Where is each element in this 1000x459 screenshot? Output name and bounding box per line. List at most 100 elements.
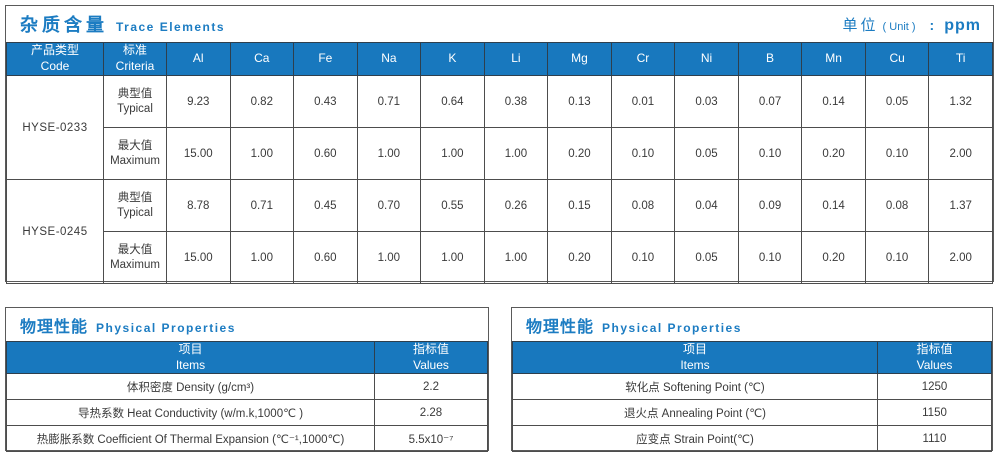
element-value-cell: 0.05 [674, 231, 739, 284]
property-value-cell: 2.2 [374, 373, 488, 401]
col-header-code: 产品类型 Code [6, 42, 104, 76]
element-value-cell: 0.43 [293, 75, 358, 128]
element-value-cell: 0.05 [864, 75, 930, 128]
col-header-values: 指标值 Values [877, 340, 992, 375]
element-column-header: B [737, 42, 803, 76]
element-value-cell: 1.00 [483, 231, 549, 284]
property-value-cell: 1150 [877, 399, 992, 427]
property-row: 导热系数 Heat Conductivity (w/m.k,1000℃ ) 2.… [6, 399, 488, 427]
element-value-cell: 0.10 [864, 231, 930, 284]
criteria-cell-typical: 典型值 Typical [103, 75, 167, 128]
element-value-cell: 0.15 [547, 179, 612, 232]
element-value-cell: 1.00 [229, 127, 295, 180]
property-row: 软化点 Softening Point (℃) 1250 [512, 373, 992, 401]
trace-elements-panel: 杂质含量 Trace Elements 单位 ( Unit ) : ppm 产品… [5, 5, 994, 284]
property-name-cell: 热膨胀系数 Coefficient Of Thermal Expansion (… [6, 425, 375, 453]
element-value-cell: 0.20 [547, 231, 612, 284]
element-value-cell: 0.10 [610, 127, 676, 180]
element-column-header: Mg [547, 42, 612, 76]
col-header-criteria-cn: 标准 [122, 43, 147, 58]
criteria-label-cn: 最大值 [117, 139, 153, 152]
col-header-code-cn: 产品类型 [30, 43, 79, 58]
criteria-cell-typical: 典型值 Typical [103, 179, 167, 232]
element-value-cell: 15.00 [166, 127, 231, 180]
col-header-code-en: Code [40, 59, 70, 73]
element-value-cell: 0.55 [420, 179, 485, 232]
criteria-label-en: Maximum [110, 258, 160, 271]
col-header-items-cn: 项目 [178, 342, 203, 356]
element-column-header: Mn [801, 42, 866, 76]
property-name-cell: 退火点 Annealing Point (℃) [512, 399, 878, 427]
col-header-values-en: Values [413, 357, 449, 372]
col-header-items: 项目 Items [512, 340, 878, 375]
element-column-header: Ca [229, 42, 295, 76]
element-value-cell: 1.00 [483, 127, 549, 180]
physical-properties-panel-left: 物理性能 Physical Properties 项目 Items 指标值 Va… [5, 307, 489, 453]
table-row: 最大值 Maximum 15.00 1.00 0.60 1.00 1.00 1.… [7, 231, 993, 284]
physical-properties-panel-right: 物理性能 Physical Properties 项目 Items 指标值 Va… [511, 307, 993, 453]
criteria-label-en: Maximum [110, 154, 160, 167]
criteria-cell-maximum: 最大值 Maximum [103, 231, 167, 284]
physical-right-table: 项目 Items 指标值 Values 软化点 Softening Point … [512, 340, 992, 453]
element-column-header: Al [166, 42, 231, 76]
element-column-header: Na [356, 42, 422, 76]
element-value-cell: 0.10 [737, 231, 803, 284]
criteria-label-cn: 典型值 [117, 87, 153, 100]
element-value-cell: 0.01 [610, 75, 676, 128]
property-name-cell: 应变点 Strain Point(℃) [512, 425, 878, 453]
element-column-header: Li [483, 42, 549, 76]
physical-left-header: 物理性能 Physical Properties [6, 308, 488, 341]
element-value-cell: 1.32 [928, 75, 993, 128]
element-value-cell: 0.26 [483, 179, 549, 232]
element-value-cell: 0.45 [293, 179, 358, 232]
property-row: 热膨胀系数 Coefficient Of Thermal Expansion (… [6, 425, 488, 453]
property-value-cell: 1110 [877, 425, 992, 453]
element-value-cell: 1.00 [420, 127, 485, 180]
element-value-cell: 0.05 [674, 127, 739, 180]
element-value-cell: 0.13 [547, 75, 612, 128]
element-value-cell: 2.00 [928, 231, 993, 284]
product-code-cell: HYSE-0245 [6, 179, 104, 284]
physical-right-title-en: Physical Properties [602, 320, 742, 335]
element-value-cell: 0.60 [293, 127, 358, 180]
col-header-values-cn: 指标值 [916, 342, 953, 356]
element-value-cell: 0.71 [229, 179, 295, 232]
element-value-cell: 0.14 [801, 75, 866, 128]
col-header-criteria-en: Criteria [115, 59, 155, 73]
element-column-header: Ni [674, 42, 739, 76]
element-value-cell: 0.04 [674, 179, 739, 232]
element-value-cell: 0.07 [737, 75, 803, 128]
property-value-cell: 2.28 [374, 399, 488, 427]
element-value-cell: 0.10 [737, 127, 803, 180]
unit-label-cn: 单位 [842, 16, 879, 34]
criteria-label-cn: 最大值 [117, 243, 153, 256]
trace-header-row: 产品类型 Code 标准 Criteria Al Ca Fe Na K Li M… [6, 42, 993, 76]
col-header-items-en: Items [175, 357, 206, 372]
physical-left-header-row: 项目 Items 指标值 Values [6, 340, 488, 375]
element-column-header: Ti [928, 42, 993, 76]
element-value-cell: 1.37 [928, 179, 993, 232]
physical-left-title: 物理性能 Physical Properties [20, 313, 236, 337]
element-value-cell: 8.78 [166, 179, 231, 232]
property-row: 应变点 Strain Point(℃) 1110 [512, 425, 992, 453]
trace-title-en: Trace Elements [116, 20, 226, 34]
element-value-cell: 15.00 [166, 231, 231, 284]
col-header-values-en: Values [916, 357, 953, 372]
element-value-cell: 9.23 [166, 75, 231, 128]
col-header-items-en: Items [680, 357, 710, 372]
element-value-cell: 0.82 [229, 75, 295, 128]
element-value-cell: 1.00 [356, 231, 422, 284]
property-value-cell: 5.5x10⁻⁷ [374, 425, 488, 453]
property-name-cell: 导热系数 Heat Conductivity (w/m.k,1000℃ ) [6, 399, 375, 427]
criteria-label-cn: 典型值 [117, 191, 153, 204]
col-header-values-cn: 指标值 [412, 342, 449, 356]
element-value-cell: 0.08 [610, 179, 676, 232]
element-column-header: Fe [293, 42, 358, 76]
element-value-cell: 0.03 [674, 75, 739, 128]
product-code-cell: HYSE-0233 [6, 75, 104, 180]
element-value-cell: 1.00 [229, 231, 295, 284]
element-value-cell: 2.00 [928, 127, 993, 180]
element-value-cell: 0.09 [737, 179, 803, 232]
physical-right-title: 物理性能 Physical Properties [526, 313, 742, 337]
element-value-cell: 0.14 [801, 179, 866, 232]
